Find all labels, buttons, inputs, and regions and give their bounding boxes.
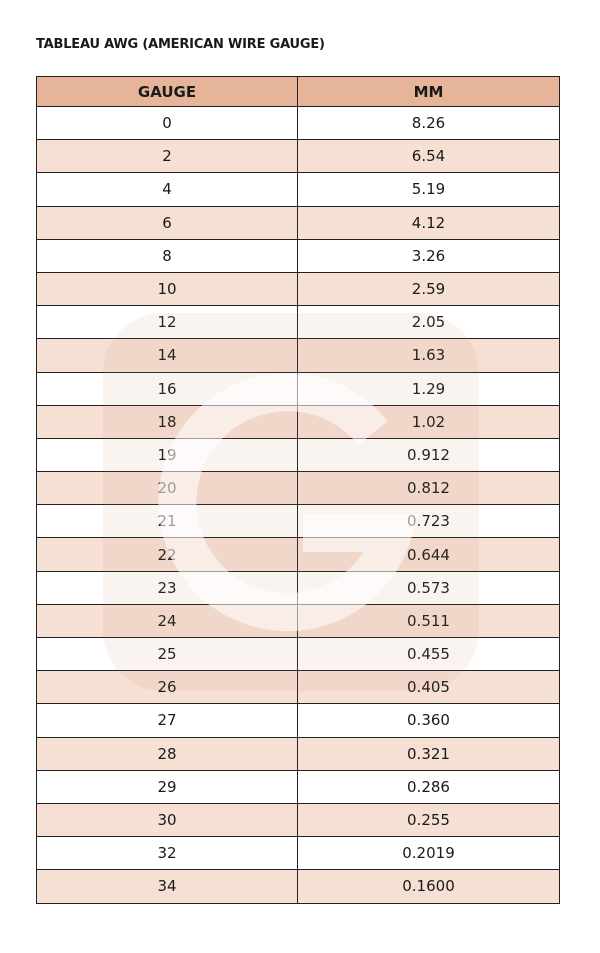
mm-cell: 0.405 — [297, 670, 560, 705]
gauge-cell: 25 — [36, 636, 298, 672]
gauge-cell: 0 — [36, 105, 298, 141]
gauge-cell: 23 — [36, 570, 298, 605]
gauge-cell: 24 — [36, 603, 298, 639]
table-row: 23 0.573 — [36, 570, 560, 605]
mm-cell: 0.1600 — [297, 869, 560, 904]
mm-cell: 0.286 — [297, 769, 560, 804]
gauge-cell: 19 — [36, 437, 298, 473]
mm-cell: 0.644 — [297, 537, 560, 572]
gauge-cell: 4 — [36, 172, 298, 207]
gauge-cell: 18 — [36, 404, 298, 439]
gauge-cell: 26 — [36, 670, 298, 705]
awg-table: GAUGE MM 0 8.26 2 6.54 4 5.19 6 4.12 8 3.26 10 2.59… — [36, 76, 560, 904]
table-row: 27 0.360 — [36, 703, 560, 738]
table-row: 10 2.59 — [36, 271, 560, 307]
table-row: 22 0.644 — [36, 537, 560, 572]
mm-cell: 1.63 — [297, 338, 560, 373]
table-row: 21 0.723 — [36, 504, 560, 539]
table-row: 24 0.511 — [36, 603, 560, 639]
table-header-row: GAUGE MM — [36, 76, 560, 107]
page-title: TABLEAU AWG (AMERICAN WIRE GAUGE) — [36, 37, 325, 52]
mm-cell: 1.29 — [297, 371, 560, 406]
table-row: 2 6.54 — [36, 139, 560, 174]
gauge-cell: 2 — [36, 139, 298, 174]
gauge-cell: 12 — [36, 305, 298, 340]
column-header-gauge: GAUGE — [36, 76, 298, 107]
table-row: 29 0.286 — [36, 769, 560, 804]
table-row: 34 0.1600 — [36, 869, 560, 904]
gauge-cell: 6 — [36, 205, 298, 240]
table-row: 28 0.321 — [36, 736, 560, 771]
mm-cell: 5.19 — [297, 172, 560, 207]
column-header-mm: MM — [297, 76, 560, 107]
mm-cell: 6.54 — [297, 139, 560, 174]
table-row: 18 1.02 — [36, 404, 560, 439]
mm-cell: 0.360 — [297, 703, 560, 738]
mm-cell: 0.511 — [297, 603, 560, 639]
mm-cell: 0.812 — [297, 471, 560, 506]
mm-cell: 4.12 — [297, 205, 560, 240]
gauge-cell: 10 — [36, 271, 298, 307]
table-row: 32 0.2019 — [36, 836, 560, 871]
table-row: 25 0.455 — [36, 636, 560, 672]
mm-cell: 2.05 — [297, 305, 560, 340]
mm-cell: 1.02 — [297, 404, 560, 439]
gauge-cell: 14 — [36, 338, 298, 373]
gauge-cell: 20 — [36, 471, 298, 506]
mm-cell: 2.59 — [297, 271, 560, 307]
gauge-cell: 28 — [36, 736, 298, 771]
gauge-cell: 30 — [36, 802, 298, 838]
gauge-cell: 27 — [36, 703, 298, 738]
table-row: 8 3.26 — [36, 238, 560, 273]
table-row: 19 0.912 — [36, 437, 560, 473]
table-row: 4 5.19 — [36, 172, 560, 207]
mm-cell: 0.455 — [297, 636, 560, 672]
mm-cell: 0.573 — [297, 570, 560, 605]
mm-cell: 3.26 — [297, 238, 560, 273]
gauge-cell: 32 — [36, 836, 298, 871]
table-row: 6 4.12 — [36, 205, 560, 240]
table-row: 12 2.05 — [36, 305, 560, 340]
gauge-cell: 21 — [36, 504, 298, 539]
table-row: 26 0.405 — [36, 670, 560, 705]
table-row: 14 1.63 — [36, 338, 560, 373]
mm-cell: 0.255 — [297, 802, 560, 838]
mm-cell: 8.26 — [297, 105, 560, 141]
gauge-cell: 34 — [36, 869, 298, 904]
gauge-cell: 29 — [36, 769, 298, 804]
table-row: 20 0.812 — [36, 471, 560, 506]
mm-cell: 0.912 — [297, 437, 560, 473]
gauge-cell: 22 — [36, 537, 298, 572]
gauge-cell: 16 — [36, 371, 298, 406]
mm-cell: 0.723 — [297, 504, 560, 539]
mm-cell: 0.321 — [297, 736, 560, 771]
table-row: 0 8.26 — [36, 105, 560, 141]
table-row: 16 1.29 — [36, 371, 560, 406]
gauge-cell: 8 — [36, 238, 298, 273]
table-row: 30 0.255 — [36, 802, 560, 838]
mm-cell: 0.2019 — [297, 836, 560, 871]
